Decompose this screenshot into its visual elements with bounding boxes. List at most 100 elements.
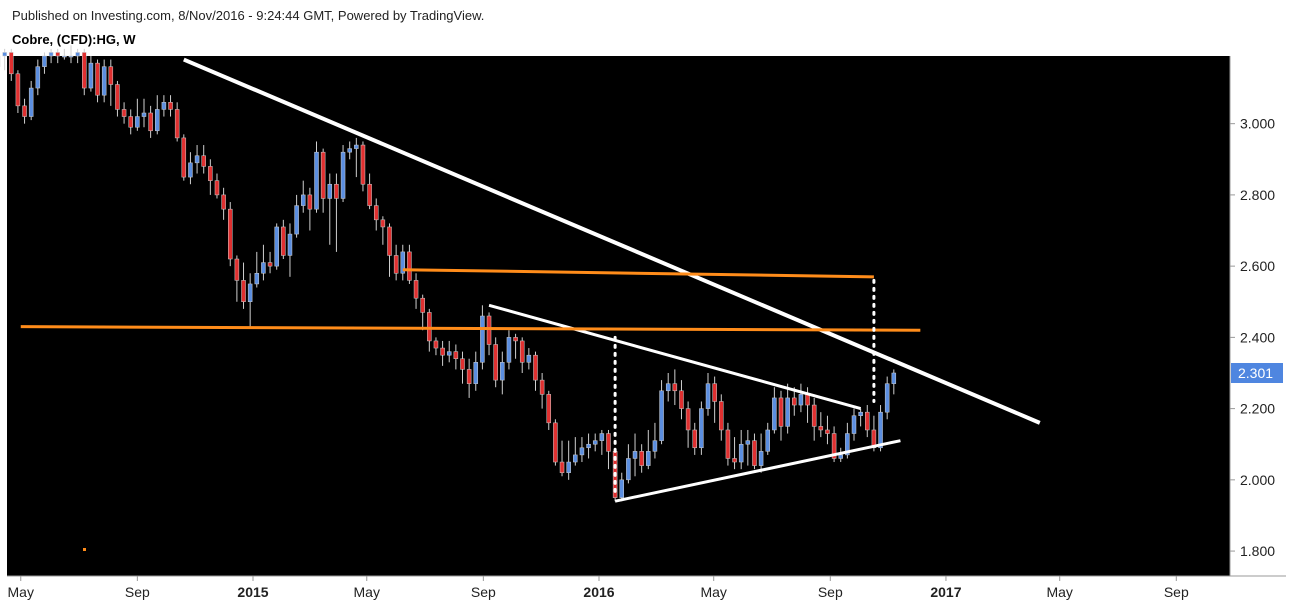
candle [765, 422, 770, 455]
time-tick-label: May [8, 584, 34, 600]
candle-body-down [115, 84, 120, 110]
candle-body-down [181, 137, 187, 178]
candle [858, 408, 863, 427]
descending-resistance-line [183, 57, 1041, 425]
candle-body-down [818, 426, 824, 431]
candle-body-up [48, 52, 54, 57]
price-axis-ticks: 3.000 2.800 2.600 2.400 2.200 2.000 1.800 [1230, 116, 1275, 559]
candle [592, 433, 598, 452]
candle [672, 369, 678, 406]
candle-body-up [705, 383, 711, 409]
candle [513, 333, 518, 359]
candle [725, 422, 731, 466]
price-tick-label: 3.000 [1240, 116, 1275, 132]
candle-body-down [367, 183, 372, 206]
candle-body-up [347, 148, 352, 153]
candle [825, 415, 830, 445]
candle [188, 152, 193, 185]
time-tick-label: Sep [125, 584, 150, 600]
candle-body-up [480, 315, 485, 363]
candle-body-up [785, 397, 790, 427]
candle-body-up [354, 144, 359, 149]
candle [261, 244, 266, 281]
candle [334, 173, 339, 252]
candle [247, 273, 253, 327]
candle-body-down [427, 312, 432, 342]
candle [95, 59, 100, 103]
candle-body-up [287, 233, 293, 256]
candle [559, 440, 565, 477]
candle [314, 141, 319, 213]
candle-body-up [652, 440, 658, 452]
candle [453, 344, 459, 370]
candle-body-up [878, 411, 883, 449]
candle-body-down [825, 429, 830, 434]
candle-body-up [101, 66, 107, 96]
candle-body-up [659, 390, 664, 441]
candle-body-down [553, 422, 558, 463]
candle [778, 390, 784, 441]
candle [493, 337, 498, 388]
candle [115, 80, 120, 117]
candle-body-up [646, 451, 651, 466]
candle [168, 95, 173, 117]
candle [75, 48, 80, 64]
candle [752, 433, 757, 470]
candle [460, 351, 465, 384]
candle-body-up [566, 461, 571, 473]
candle [254, 251, 260, 288]
candle-body-up [579, 447, 585, 456]
candle [42, 52, 47, 74]
candle-body-down [168, 102, 173, 110]
candle-body-down [433, 340, 439, 349]
candle [2, 48, 7, 71]
candle-body-down [373, 205, 379, 221]
candle-body-down [831, 433, 837, 459]
candle-body-down [208, 166, 213, 181]
candle-body-down [241, 280, 246, 303]
candle [161, 95, 167, 117]
candle-body-down [360, 144, 366, 185]
candle [148, 105, 153, 138]
candle-body-up [506, 337, 512, 363]
candle [772, 387, 777, 434]
candle-body-down [725, 429, 731, 459]
candle [360, 141, 366, 192]
candle-body-down [380, 219, 386, 228]
candle [519, 337, 525, 373]
candle-body-up [62, 55, 67, 58]
candle-body-down [533, 354, 538, 381]
candle [652, 422, 658, 459]
candle [307, 187, 313, 231]
candle-body-up [75, 52, 80, 57]
candle [274, 223, 279, 270]
price-tick-label: 2.400 [1240, 329, 1275, 345]
candle-body-down [407, 251, 412, 281]
candle-body-up [327, 183, 333, 199]
candles-group [0, 45, 897, 502]
candle-body-down [805, 394, 810, 406]
candle [101, 59, 107, 103]
time-tick-label: Sep [818, 584, 843, 600]
candle [347, 141, 352, 160]
candle [566, 440, 571, 480]
candle [367, 173, 372, 210]
candle [55, 48, 60, 64]
last-price-label: 2.301 [1231, 363, 1283, 383]
price-axis-background [1230, 56, 1286, 576]
candle-body-up [626, 458, 631, 481]
candle-body-up [135, 116, 140, 128]
candle [300, 180, 306, 213]
candle [506, 330, 512, 370]
candle [705, 372, 711, 416]
candle [174, 102, 180, 142]
price-tick-label: 2.200 [1240, 401, 1275, 417]
time-tick-label: 2016 [583, 584, 614, 600]
candle [340, 145, 346, 203]
candle-body-down [692, 429, 697, 449]
candle [267, 251, 273, 274]
candle-body-up [194, 155, 200, 164]
candle-body-down [778, 397, 784, 427]
candle-body-up [858, 411, 863, 416]
candle [62, 48, 67, 60]
